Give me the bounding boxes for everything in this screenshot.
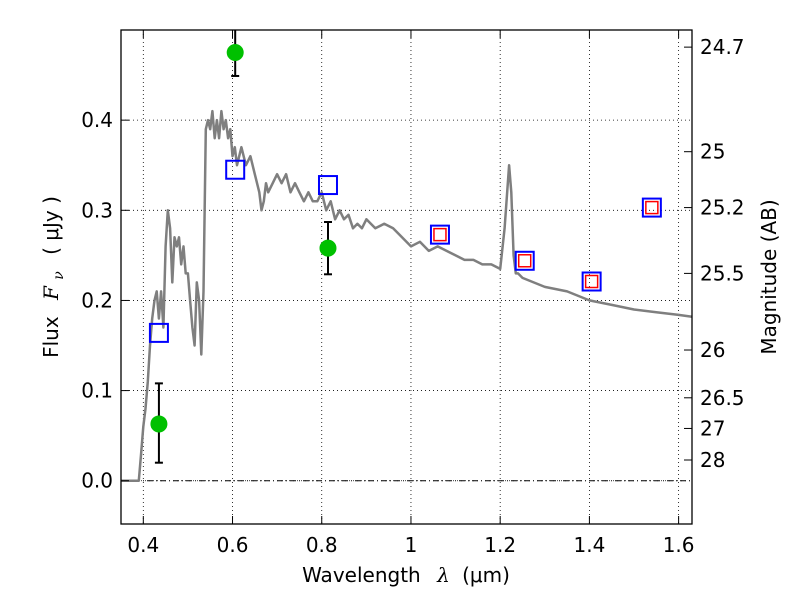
model-photometry-square [581, 271, 602, 292]
magnitude-tick-label: 28 [700, 448, 725, 472]
y-axis-label-text: Flux [39, 316, 63, 358]
y-axis-label-symbol: F [39, 285, 63, 301]
model-sed-line [121, 109, 693, 482]
x-tick-label: 0.8 [306, 533, 338, 557]
nir-point-square [433, 227, 447, 242]
y-axis-label-subscript: ν [51, 271, 67, 280]
observed-flux-point [319, 239, 337, 257]
x-tick-label: 1.6 [663, 533, 695, 557]
y-tick-label: 0.2 [81, 288, 113, 312]
model-photometry-square [225, 159, 246, 180]
model-photometry-square [514, 250, 535, 271]
magnitude-tick-label: 24.7 [700, 35, 745, 59]
magnitude-tick-label: 26 [700, 338, 725, 362]
y-axis-label-unit: ( μJy ) [39, 196, 63, 255]
magnitude-tick-label: 25.5 [700, 261, 745, 285]
series-layer [121, 30, 693, 482]
x-axis-label: Wavelength λ (μm) [302, 563, 510, 587]
y-tick-label: 0.3 [81, 198, 113, 222]
x-axis-label-unit: (μm) [462, 563, 510, 587]
plot-frame [120, 29, 693, 525]
magnitude-tick-label: 25 [700, 140, 725, 164]
y-axis-label-right: Magnitude (AB) [757, 199, 781, 354]
model-photometry-square [148, 322, 169, 343]
x-tick-label: 0.4 [127, 533, 159, 557]
magnitude-tick-label: 25.2 [700, 196, 745, 220]
x-axis-label-symbol: λ [436, 563, 450, 587]
observed-flux-point [226, 44, 244, 62]
nir-point-square [584, 274, 599, 289]
magnitude-tick-label: 27 [700, 416, 725, 440]
nir-point-square [645, 200, 659, 215]
x-axis-label-text: Wavelength [302, 563, 421, 587]
nir-point-square [517, 254, 532, 268]
x-tick-label: 1.2 [484, 533, 516, 557]
grid-lines [121, 30, 692, 524]
x-tick-label: 0.6 [217, 533, 249, 557]
y-axis-label-left: Flux F ν ( μJy ) [39, 196, 68, 358]
x-tick-label: 1.4 [573, 533, 605, 557]
magnitude-tick-label: 26.5 [700, 386, 745, 410]
y-tick-label: 0.1 [81, 379, 113, 403]
model-photometry-square [641, 197, 662, 218]
axis-ticks: 0.4 0.6 0.8 1 1.2 1.4 1.6 0.0 0.1 0.2 0.3 0.4 24.7 25… [81, 30, 745, 557]
model-photometry-square [429, 224, 450, 245]
x-tick-label: 1 [405, 533, 418, 557]
y-tick-label: 0.4 [81, 108, 113, 132]
model-photometry-square [317, 175, 338, 196]
y-tick-label: 0.0 [81, 469, 113, 493]
observed-flux-point [150, 415, 168, 433]
